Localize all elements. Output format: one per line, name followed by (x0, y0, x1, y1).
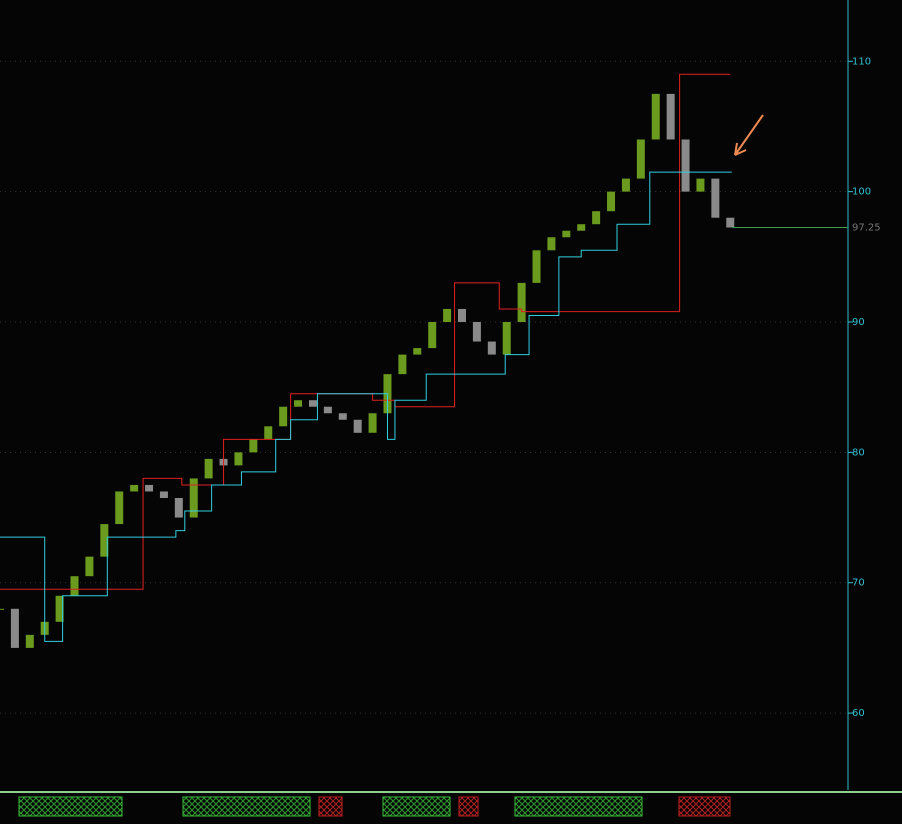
candle (696, 178, 705, 192)
candle (592, 211, 601, 225)
candle (681, 139, 690, 192)
step-line (0, 171, 732, 642)
candle (100, 524, 109, 557)
candle (666, 93, 675, 140)
candle (279, 406, 288, 427)
candle (517, 282, 526, 322)
y-tick-label: 110 (852, 56, 871, 67)
candle (55, 595, 64, 622)
candle (547, 237, 556, 251)
candle (532, 250, 541, 283)
candle (264, 426, 273, 440)
candle (353, 419, 362, 433)
candle (234, 452, 243, 466)
candle (413, 348, 422, 355)
candle (189, 478, 198, 518)
y-tick-label: 60 (852, 708, 865, 719)
candle (70, 576, 79, 596)
candle (472, 321, 481, 342)
candle (726, 217, 735, 228)
y-tick-label: 70 (852, 578, 865, 589)
candle (487, 341, 496, 355)
y-tick-label: 100 (852, 187, 871, 198)
last-price-label: 97.25 (852, 222, 881, 233)
candle (651, 93, 660, 140)
candle (443, 308, 452, 322)
candle (10, 608, 19, 648)
candle (308, 400, 317, 407)
candle (130, 484, 139, 492)
candle (338, 413, 347, 420)
candle (502, 321, 511, 355)
candle (368, 413, 377, 433)
candle (562, 230, 571, 238)
candle (428, 321, 437, 349)
candle (115, 491, 124, 525)
step-line (0, 73, 731, 590)
y-tick-label: 80 (852, 447, 865, 458)
candle (607, 191, 616, 212)
candle (174, 497, 183, 518)
y-tick-label: 90 (852, 317, 865, 328)
candle (711, 178, 720, 218)
candle (0, 608, 4, 610)
candle (577, 224, 586, 231)
candle (249, 439, 258, 453)
candle (159, 491, 168, 498)
candle (621, 178, 630, 192)
annotation-arrow (734, 114, 764, 156)
candle (85, 556, 94, 577)
candle (323, 406, 332, 414)
candle (25, 634, 34, 648)
candle (398, 354, 407, 375)
candle (145, 484, 154, 492)
candle (458, 308, 467, 322)
candle (636, 139, 645, 179)
candle (294, 400, 303, 407)
bottom-strip (0, 791, 902, 817)
candle (204, 458, 213, 479)
